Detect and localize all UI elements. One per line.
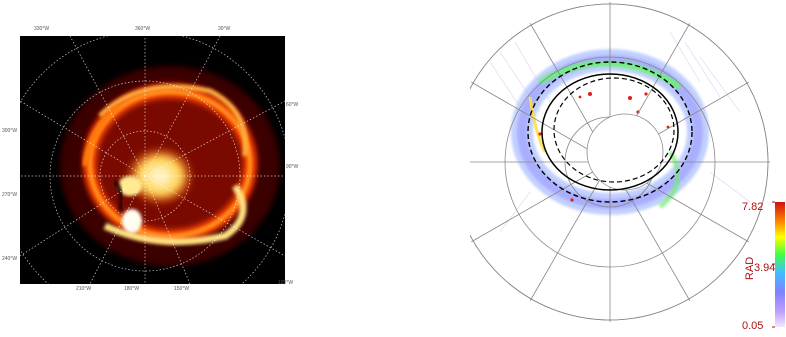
lon-label-240w: 240°W	[2, 256, 18, 262]
auroral-image-panel: 330°W 360°W 30°W 60°W 300°W 90°W 270°W 2…	[0, 26, 298, 322]
lon-label-210w: 210°W	[76, 286, 92, 292]
colorbar-min-label: 0.05	[742, 320, 764, 332]
colorbar-mid-label: 3.94	[754, 262, 776, 274]
lon-label-150w: 150°W	[174, 286, 190, 292]
colorbar-title: RAD	[744, 256, 756, 280]
lon-label-360w: 360°W	[135, 26, 151, 32]
lon-label-330w: 330°W	[34, 26, 50, 32]
lon-label-180w: 180°W	[124, 286, 140, 292]
auroral-image	[0, 26, 291, 322]
lon-label-300w: 300°W	[2, 128, 18, 134]
polar-projection-map	[450, 2, 785, 328]
lon-label-90w: 90°W	[286, 164, 299, 170]
lon-label-270w: 270°W	[2, 192, 18, 198]
colorbar	[775, 202, 785, 327]
lon-label-30w: 30°W	[218, 26, 231, 32]
polar-projection-panel: 7.82 3.94 0.05 RAD	[450, 2, 786, 332]
colorbar-max-label: 7.82	[742, 201, 764, 213]
lon-label-120w: 120°W	[278, 280, 294, 286]
lon-label-60w: 60°W	[286, 102, 299, 108]
